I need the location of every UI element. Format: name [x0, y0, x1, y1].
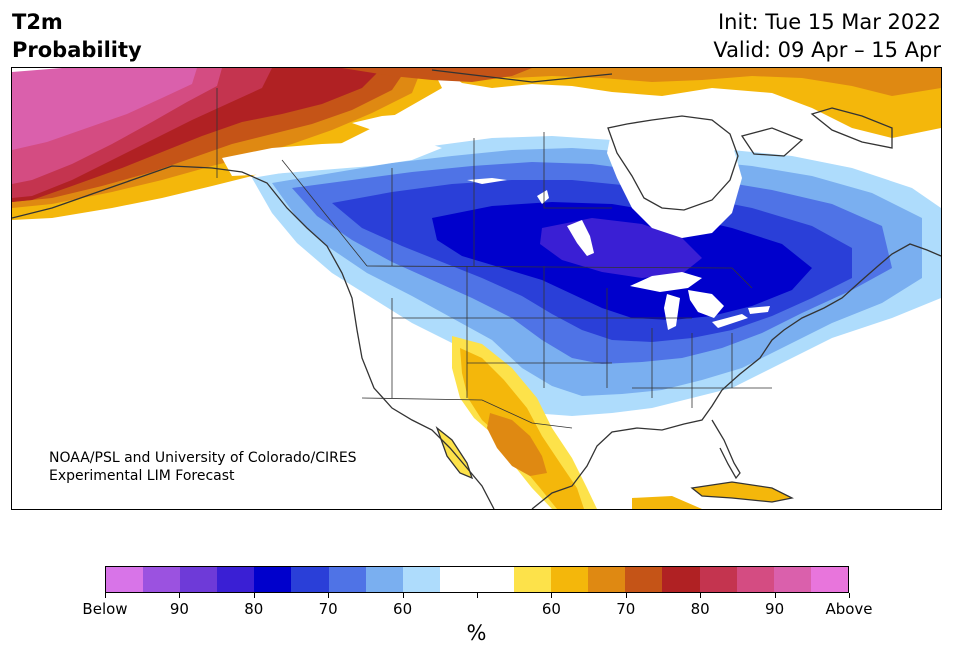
colorbar-label: 80: [244, 600, 264, 618]
colorbar-label: 60: [393, 600, 413, 618]
lake-huron: [688, 290, 724, 318]
hudson-bay: [607, 118, 742, 238]
map-title: T2m Probability: [12, 8, 142, 64]
colorbar-segment: [736, 567, 774, 592]
colorbar-segment: [439, 567, 477, 592]
lake-ontario: [748, 306, 770, 314]
colorbar-segment: [588, 567, 626, 592]
political-borders: [216, 88, 772, 429]
colorbar-segment: [180, 567, 218, 592]
colorbar-segment: [476, 567, 515, 592]
lake-slave: [352, 114, 407, 130]
colorbar-tick: [328, 593, 330, 598]
map-canvas: [12, 68, 941, 509]
shade-above-mexico-orange: [487, 413, 547, 476]
colorbar-segment: [662, 567, 700, 592]
shade-above-caribbean: [632, 496, 702, 509]
colorbar-tick: [402, 593, 404, 598]
colorbar-unit: %: [466, 621, 487, 645]
shade-white-yukon: [222, 138, 442, 176]
lake-reindeer: [537, 190, 549, 204]
colorbar-segment: [625, 567, 663, 592]
colorbar-tick: [849, 593, 850, 598]
colorbar-segment: [514, 567, 552, 592]
colorbar-label: 60: [541, 600, 561, 618]
colorbar-segment: [106, 567, 144, 592]
colorbar-segment: [402, 567, 440, 592]
colorbar-tick: [700, 593, 702, 598]
colorbar-tick: [625, 593, 627, 598]
title-variable: T2m: [12, 10, 63, 34]
colorbar-tick: [179, 593, 181, 598]
shade-above-arctic-rust: [342, 68, 532, 82]
probability-map: [11, 67, 942, 510]
valid-range: Valid: 09 Apr – 15 Apr: [713, 38, 941, 62]
lake-athabasca: [467, 178, 507, 184]
shade-above-arctic-orange: [472, 68, 941, 96]
shade-above-southwest-gold: [460, 348, 584, 509]
colorbar-segment: [143, 567, 181, 592]
shade-above-alaska-magenta: [12, 68, 197, 150]
init-date: Init: Tue 15 Mar 2022: [717, 10, 941, 34]
colorbar-segment: [365, 567, 403, 592]
colorbar-label: 70: [318, 600, 338, 618]
colorbar-segment: [699, 567, 737, 592]
colorbar-segment: [291, 567, 329, 592]
colorbar-segment: [217, 567, 255, 592]
lake-michigan: [664, 294, 680, 330]
colorbar-label: Below: [82, 600, 128, 618]
colorbar-label: 90: [765, 600, 785, 618]
colorbar-segment: [254, 567, 292, 592]
colorbar-label: 90: [169, 600, 189, 618]
colorbar-tick: [253, 593, 255, 598]
lake-erie: [712, 314, 748, 328]
colorbar-segment: [328, 567, 366, 592]
lake-superior: [630, 272, 702, 292]
colorbar: [105, 566, 849, 593]
coastlines: [12, 69, 941, 509]
colorbar-tick: [774, 593, 776, 598]
colorbar-label: Above: [825, 600, 873, 618]
lake-winnipeg: [567, 220, 594, 256]
colorbar-labels: Below 90 80 70 60 60 70 80 90 Above: [82, 600, 872, 620]
forecast-dates: Init: Tue 15 Mar 2022 Valid: 09 Apr – 15…: [713, 8, 941, 64]
colorbar-tick: [551, 593, 553, 598]
map-credit: NOAA/PSL and University of Colorado/CIRE…: [49, 449, 357, 485]
colorbar-segment: [551, 567, 589, 592]
colorbar-segment: [810, 567, 848, 592]
credit-source: NOAA/PSL and University of Colorado/CIRE…: [49, 450, 357, 466]
credit-forecast: Experimental LIM Forecast: [49, 468, 235, 484]
colorbar-label: 70: [616, 600, 636, 618]
colorbar-segment: [773, 567, 811, 592]
colorbar-label: 80: [690, 600, 710, 618]
shade-above-arctic: [442, 68, 941, 138]
colorbar-tick: [105, 593, 106, 598]
title-type: Probability: [12, 38, 142, 62]
colorbar-tick: [477, 593, 478, 598]
